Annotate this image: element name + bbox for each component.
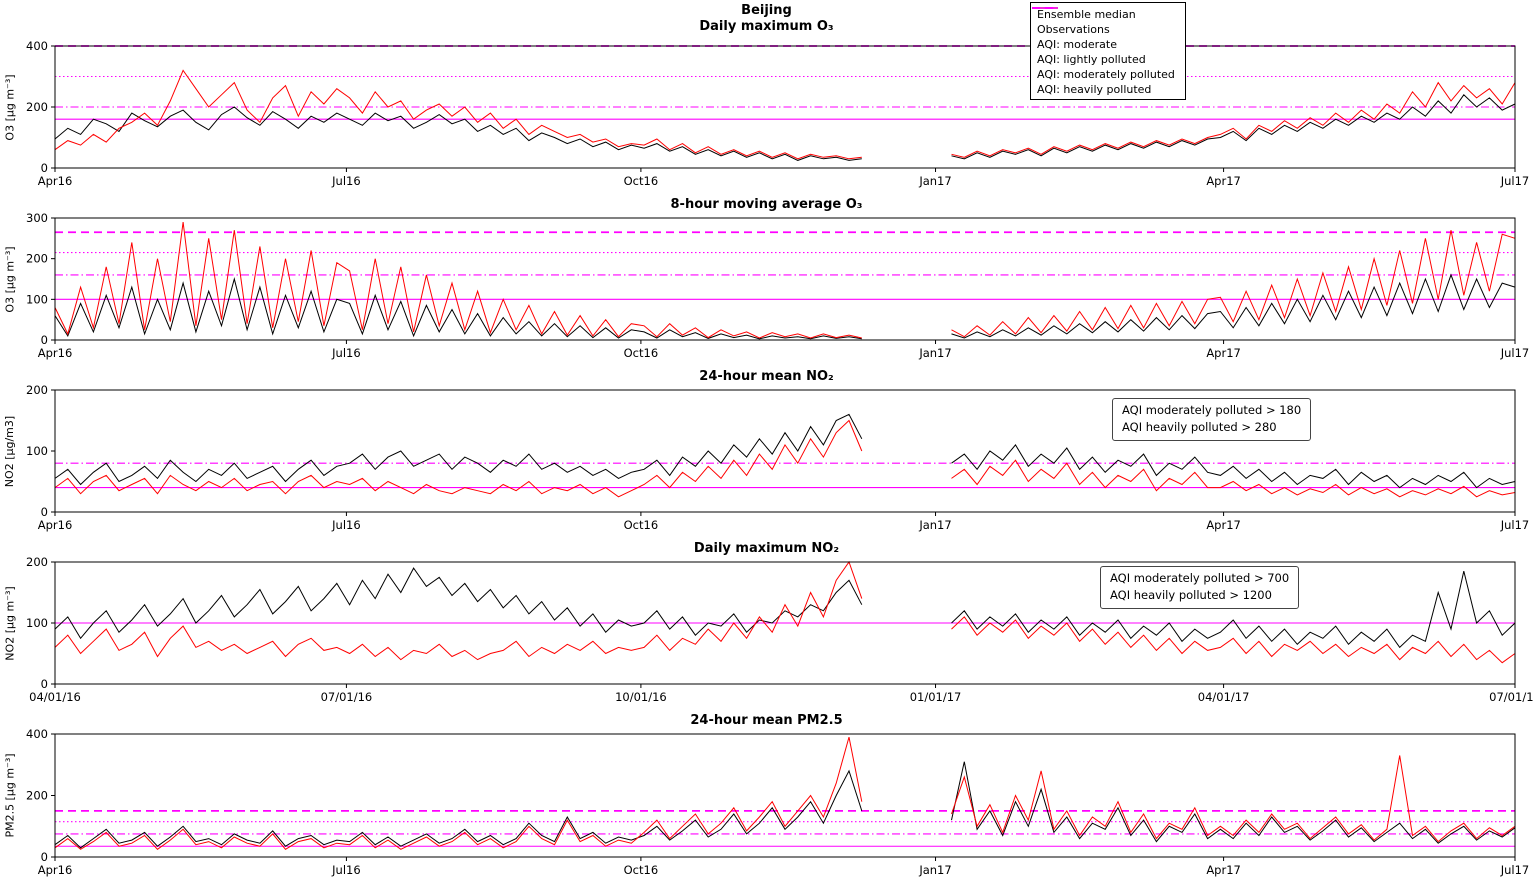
y-tick-label: 300 [26, 211, 48, 225]
series-ensemble-median [54, 567, 1516, 649]
series-ensemble-median [54, 94, 1516, 161]
annotation-line: AQI heavily polluted > 1200 [1110, 588, 1272, 603]
y-tick-label: 0 [41, 505, 48, 519]
x-tick-label: Jul16 [331, 346, 361, 360]
chart-title-daily-max-no2: Daily maximum NO₂ [693, 541, 840, 556]
y-tick-label: 200 [26, 252, 48, 266]
series-ensemble-median [54, 273, 1516, 340]
y-tick-label: 100 [26, 444, 48, 458]
legend-item-observations: Observations [1032, 7, 1175, 36]
x-tick-label: Jul17 [1500, 518, 1530, 532]
y-tick-label: 200 [26, 100, 48, 114]
series-observations [54, 560, 1516, 664]
x-tick-label: 01/01/17 [910, 690, 962, 704]
panel-daily-max-no2: Daily maximum NO₂ NO2 [µg m⁻³] 0 100 200 04… [0, 536, 1533, 708]
annotation-line: AQI moderately polluted > 700 [1110, 571, 1290, 585]
x-tick-label: Apr16 [38, 863, 73, 877]
x-tick-label: Apr17 [1206, 863, 1241, 877]
x-tick-label: Jul16 [331, 518, 361, 532]
y-tick-label: 400 [26, 39, 48, 53]
x-tick-label: Jul17 [1500, 346, 1530, 360]
y-tick-label: 0 [41, 333, 48, 347]
chart-title-8h-avg-o3: 8-hour moving average O₃ [670, 197, 863, 212]
annotation-line: AQI moderately polluted > 180 [1122, 403, 1302, 417]
series-observations [54, 222, 1516, 339]
figure-title: Beijing [741, 3, 792, 18]
x-tick-label: Apr16 [38, 174, 73, 188]
x-tick-label: Jan17 [918, 346, 951, 360]
x-tick-label: Jul16 [331, 863, 361, 877]
legend-item-aqi-moderately-polluted: AQI: moderately polluted [1032, 7, 1175, 81]
x-tick-label: 10/01/16 [615, 690, 667, 704]
panel-8h-avg-o3: 8-hour moving average O₃ O3 [µg m⁻³] 0 10… [0, 192, 1533, 364]
legend-item-label: AQI: heavily polluted [1037, 82, 1152, 96]
y-tick-label: 100 [26, 292, 48, 306]
series-observations [54, 69, 1516, 160]
plot-frame [54, 733, 1516, 858]
panel-daily-max-o3: Beijing Daily maximum O₃ O3 [µg m⁻³] 0 20… [0, 0, 1533, 192]
legend-item-aqi-lightly-polluted: AQI: lightly polluted [1032, 7, 1175, 66]
series-observations [54, 736, 1516, 850]
legend-item-label: Observations [1037, 22, 1110, 36]
annotation-line: AQI heavily polluted > 280 [1122, 420, 1277, 435]
x-tick-label: Jan17 [918, 863, 951, 877]
x-tick-label: 04/01/17 [1198, 690, 1250, 704]
legend-item-label: Ensemble median [1037, 7, 1136, 21]
chart-title-24h-mean-no2: 24-hour mean NO₂ [699, 369, 834, 384]
x-tick-label: Oct16 [624, 346, 659, 360]
legend-item-label: AQI: lightly polluted [1037, 52, 1146, 66]
x-tick-label: Oct16 [624, 863, 659, 877]
y-tick-label: 400 [26, 727, 48, 741]
y-tick-label: 100 [26, 616, 48, 630]
y-tick-label: 200 [26, 555, 48, 569]
chart-canvas-daily-max-o3: 0 200 400 Apr16 Jul16 Oct16 Jan17 Apr17 Jul17 [26, 39, 1530, 188]
x-tick-label: Jul17 [1500, 863, 1530, 877]
x-tick-label: Apr17 [1206, 518, 1241, 532]
legend: Ensemble median Observations AQI: modera… [1030, 2, 1186, 100]
panel-24h-mean-no2: 24-hour mean NO₂ NO2 [µg/m3] 0 100 200 Apr1… [0, 364, 1533, 536]
x-tick-label: Jul16 [331, 174, 361, 188]
x-tick-label: Jul17 [1500, 174, 1530, 188]
chart-title-24h-mean-pm25: 24-hour mean PM2.5 [690, 713, 843, 728]
x-tick-label: Apr16 [38, 346, 73, 360]
plot-frame [54, 217, 1516, 341]
legend-item-label: AQI: moderate [1037, 37, 1117, 51]
x-tick-label: 07/01/17 [1489, 690, 1533, 704]
series-observations [54, 419, 1516, 498]
chart-canvas-8h-avg-o3: 0 100 200 300 Apr16 Jul16 Oct16 Jan17 Apr17 Jul17 [26, 211, 1530, 360]
y-tick-label: 200 [26, 789, 48, 803]
chart-canvas-daily-max-no2: 0 100 200 04/01/16 07/01/16 10/01/16 01/01/17 0… [26, 555, 1533, 704]
legend-line-sample [1032, 7, 1058, 9]
legend-item-aqi-moderate: AQI: moderate [1032, 7, 1175, 51]
legend-item-label: AQI: moderately polluted [1037, 67, 1175, 81]
x-tick-label: Apr16 [38, 518, 73, 532]
x-tick-label: Jan17 [918, 518, 951, 532]
y-tick-label: 0 [41, 850, 48, 864]
x-tick-label: Apr17 [1206, 346, 1241, 360]
x-tick-label: Oct16 [624, 518, 659, 532]
chart-title-daily-max-o3: Daily maximum O₃ [699, 19, 834, 34]
series-ensemble-median [54, 413, 1516, 489]
y-tick-label: 0 [41, 161, 48, 175]
aqi-annotation-no2-hourly: AQI moderately polluted > 700 AQI heavil… [1100, 566, 1300, 609]
series-ensemble-median [54, 761, 1516, 849]
legend-item-aqi-heavily-polluted: AQI: heavily polluted [1032, 7, 1175, 96]
y-tick-label: 0 [41, 677, 48, 691]
x-tick-label: Jan17 [918, 174, 951, 188]
panel-24h-mean-pm25: 24-hour mean PM2.5 PM2.5 [µg m⁻³] 0 200 40… [0, 708, 1533, 881]
chart-canvas-24h-mean-pm25: 0 200 400 Apr16 Jul16 Oct16 Jan17 Apr17 Jul17 [26, 727, 1530, 877]
x-tick-label: Oct16 [624, 174, 659, 188]
aqi-annotation-no2-24h: AQI moderately polluted > 180 AQI heavil… [1112, 398, 1312, 441]
x-tick-label: 04/01/16 [29, 690, 81, 704]
y-tick-label: 200 [26, 383, 48, 397]
x-tick-label: 07/01/16 [321, 690, 373, 704]
x-tick-label: Apr17 [1206, 174, 1241, 188]
chart-canvas-24h-mean-no2: 0 100 200 Apr16 Jul16 Oct16 Jan17 Apr17 Jul17 [26, 383, 1530, 532]
